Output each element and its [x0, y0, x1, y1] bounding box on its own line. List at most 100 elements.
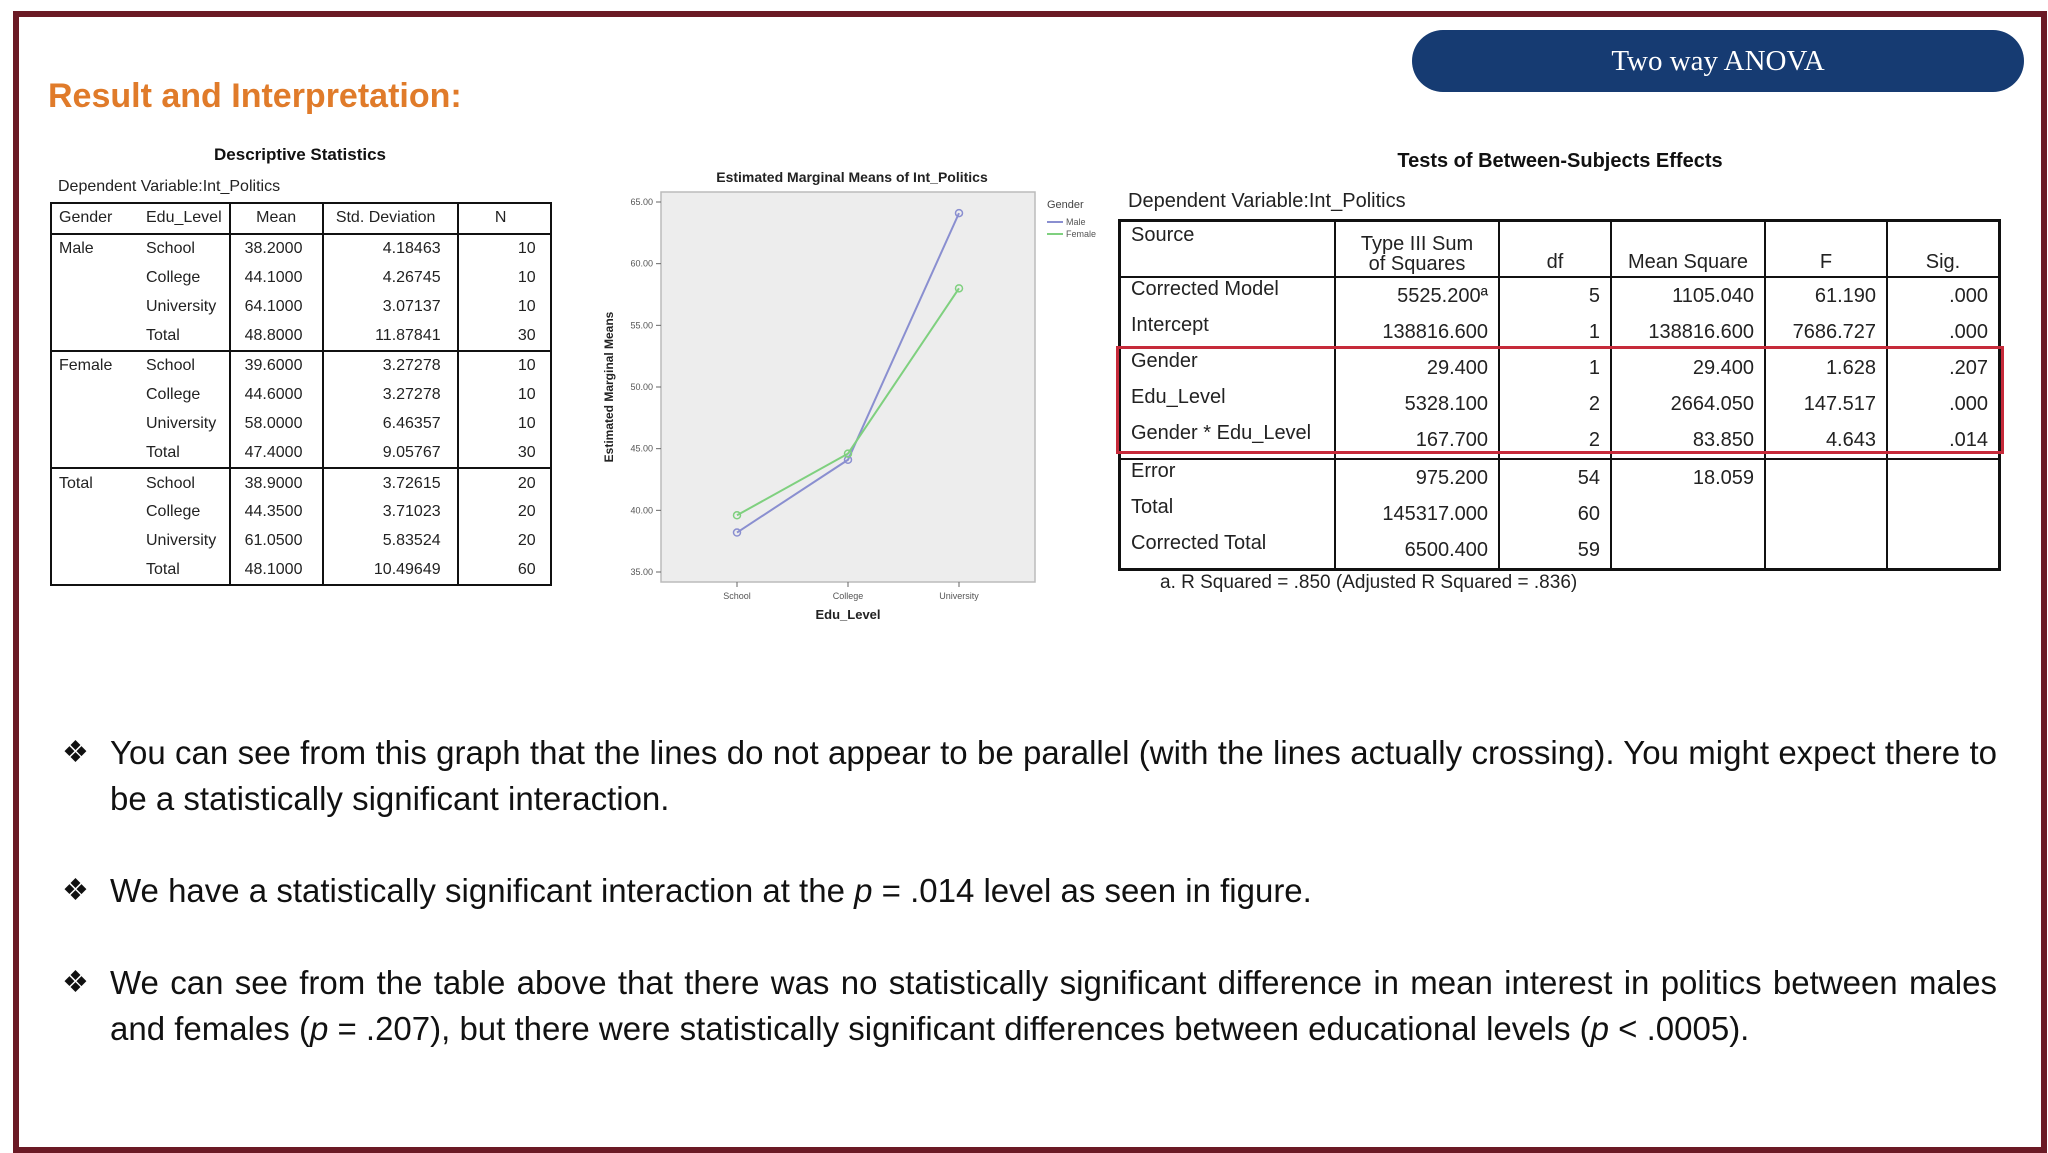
table-cell: 4.18463 [321, 233, 458, 264]
data-point-male [732, 528, 742, 537]
table-cell: Intercept [1131, 314, 1209, 336]
table-cell [1764, 496, 1887, 532]
series-line-male [736, 212, 960, 534]
y-axis-label: Estimated Marginal Means [602, 311, 616, 462]
table-cell: 10 [456, 292, 551, 322]
legend-title: Gender [1047, 199, 1084, 211]
y-tick-label: 35.00 [630, 567, 653, 577]
table-cell [1886, 532, 2000, 570]
table-cell: 145317.000 [1334, 496, 1499, 532]
table-cell: 3.71023 [321, 497, 458, 527]
data-point-female [843, 449, 853, 458]
table-row: Gender 29.400 1 29.400 1.628.207 [1120, 350, 2000, 386]
table-header-row: Source Type III Sum of Squares df Mean Sq… [1119, 220, 2000, 278]
table-cell: 48.1000 [228, 555, 323, 586]
table-cell: 38.9000 [228, 468, 323, 498]
highlight-box [1116, 346, 2004, 454]
legend-label: Female [1066, 229, 1096, 239]
table-row: University 58.0000 6.46357 10 [51, 409, 551, 439]
table-cell [51, 321, 136, 352]
table-cell: 6500.400 [1334, 532, 1499, 570]
table-cell: University [146, 532, 217, 550]
table-cell: Male [59, 240, 94, 258]
y-tick-label: 40.00 [630, 505, 653, 515]
table-cell: 138816.600 [1334, 314, 1499, 350]
table-row: Total 145317.000 60 [1120, 496, 2000, 532]
x-tick-label: College [833, 591, 864, 601]
col-header: N [456, 203, 551, 235]
y-tick-label: 45.00 [630, 444, 653, 454]
table-cell: 47.4000 [228, 438, 323, 470]
table-cell: 5525.200ª [1334, 277, 1499, 314]
table-cell: 1.628 [1764, 350, 1887, 386]
table-cell: 975.200 [1334, 459, 1499, 496]
series-group [732, 208, 964, 537]
table-row: Edu_Level 5328.100 2 2664.050 147.517.000 [1120, 386, 2000, 422]
table-cell: 64.1000 [228, 292, 323, 322]
table-cell: 3.27278 [321, 380, 458, 410]
col-header-ms: Mean Square [1610, 220, 1765, 278]
table-cell: 61.190 [1764, 277, 1887, 314]
diamond-bullet-icon: ❖ [62, 736, 89, 769]
table-row: Error 975.200 54 18.059 [1120, 459, 2000, 496]
table-cell: College [146, 503, 201, 521]
bullet-text: You can see from this graph that the lin… [110, 734, 1997, 817]
anova-table: Source Type III Sum of Squares df Mean Sq… [1118, 219, 2001, 571]
table-cell: 29.400 [1610, 350, 1765, 386]
series-line-female [736, 287, 960, 517]
table-cell: 60 [456, 555, 551, 586]
table-cell: .207 [1886, 350, 2000, 386]
table-cell: 10 [456, 380, 551, 410]
table-cell [51, 438, 136, 470]
table-cell: 10 [456, 350, 551, 381]
table-cell: College [146, 386, 201, 404]
table-cell: 5328.100 [1334, 386, 1499, 422]
y-axis: 35.00 40.00 45.00 50.00 55.00 60.00 65.00 [630, 197, 661, 577]
table-cell: 4.26745 [321, 263, 458, 293]
table-cell: 20 [456, 526, 551, 556]
table-cell: 61.0500 [228, 526, 323, 556]
data-point-male [843, 455, 853, 465]
y-tick-label: 50.00 [630, 382, 653, 392]
table-cell: Gender [1131, 350, 1198, 372]
table-cell [1886, 496, 2000, 532]
col-header-ss: Type III Sum of Squares [1334, 220, 1499, 278]
table-cell: Total [1131, 496, 1174, 518]
diamond-bullet-icon: ❖ [62, 966, 89, 999]
table-cell: 54 [1498, 459, 1611, 496]
col-header-sig: Sig. [1886, 220, 2000, 278]
table-cell [1764, 532, 1887, 570]
table-header-row: Gender Edu_Level Mean Std. Deviation N [51, 203, 551, 235]
table-cell: University [146, 297, 217, 315]
table-row: Total 48.8000 11.87841 30 [51, 321, 551, 352]
table-cell: 39.6000 [228, 350, 323, 381]
table-cell: 38.2000 [228, 233, 323, 264]
table-cell: Edu_Level [1131, 386, 1226, 408]
table-cell: 10 [456, 409, 551, 439]
table-cell: 1105.040 [1610, 277, 1765, 314]
table-cell [51, 264, 136, 293]
table-cell: 1 [1498, 314, 1611, 350]
bullet-text: We can see from the table above that the… [110, 964, 1997, 1047]
table-cell: 1 [1498, 350, 1611, 386]
anova-dependent: Dependent Variable:Int_Politics [1128, 190, 1406, 212]
data-point-male [954, 208, 964, 218]
table-cell: 147.517 [1764, 386, 1887, 422]
table-row: Total School 38.9000 3.72615 20 [51, 468, 551, 498]
col-header: Mean [228, 203, 323, 235]
slide-frame [13, 11, 2047, 1153]
table-cell: .000 [1886, 277, 2000, 314]
table-cell: 20 [456, 497, 551, 527]
bullet-text: = .014 level as seen in figure. [872, 872, 1312, 909]
table-cell [1886, 459, 2000, 496]
table-cell: Female [59, 357, 113, 375]
table-cell: 138816.600 [1610, 314, 1765, 350]
data-point-female [954, 284, 964, 293]
bullet-item: ❖ We can see from the table above that t… [62, 960, 1997, 1052]
data-point-female [732, 511, 742, 520]
table-row: Female School 39.6000 3.27278 10 [51, 350, 551, 381]
descriptive-dependent: Dependent Variable:Int_Politics [58, 178, 281, 195]
table-cell: 10 [456, 263, 551, 293]
table-cell [1610, 532, 1765, 570]
table-row: College 44.3500 3.71023 20 [51, 497, 551, 527]
